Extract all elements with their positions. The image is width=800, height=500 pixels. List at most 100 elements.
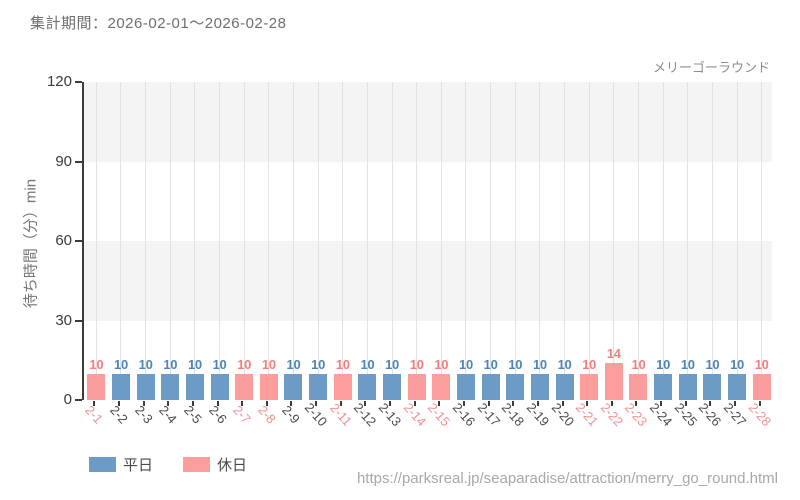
grid-line xyxy=(95,82,97,398)
x-tick-mark xyxy=(290,401,293,406)
grid-line xyxy=(613,82,615,398)
plot-band xyxy=(84,161,772,241)
x-tick-mark xyxy=(734,401,737,406)
x-tick-label: 2-28 xyxy=(745,399,774,430)
bar xyxy=(654,373,673,400)
bar xyxy=(235,373,254,400)
bar-value-label: 10 xyxy=(212,356,227,372)
bar-value-label: 10 xyxy=(680,356,695,372)
bar xyxy=(284,373,303,400)
grid-line xyxy=(440,82,442,398)
grid-line xyxy=(761,82,763,398)
bar-value-label: 10 xyxy=(163,356,178,372)
bar xyxy=(506,373,525,400)
bar-value-label: 10 xyxy=(311,356,326,372)
bar xyxy=(383,373,402,400)
bar-value-label: 10 xyxy=(434,356,449,372)
bar-value-label: 10 xyxy=(557,356,572,372)
bar xyxy=(358,373,377,400)
grid-line xyxy=(243,82,245,398)
y-tick-mark xyxy=(75,240,82,242)
bar-value-label: 10 xyxy=(237,356,252,372)
y-tick-mark xyxy=(75,81,82,83)
x-tick-mark xyxy=(462,401,465,406)
bar-value-label: 10 xyxy=(89,356,104,372)
bar-value-label: 10 xyxy=(261,356,276,372)
bar-value-label: 10 xyxy=(754,356,769,372)
grid-line xyxy=(539,82,541,398)
legend-label-holiday: 休日 xyxy=(217,457,248,474)
x-tick-mark xyxy=(216,401,219,406)
y-tick-mark xyxy=(75,160,82,163)
x-tick-mark xyxy=(191,401,194,406)
grid-line xyxy=(736,82,738,398)
x-tick-mark xyxy=(389,401,392,406)
bar xyxy=(481,373,500,400)
bar-value-label: 10 xyxy=(286,356,301,372)
x-tick-mark xyxy=(610,401,613,406)
x-tick-mark xyxy=(561,401,564,406)
x-tick-mark xyxy=(265,401,268,406)
grid-line xyxy=(194,82,196,398)
grid-line xyxy=(169,82,171,398)
bar-value-label: 10 xyxy=(385,356,399,372)
x-tick-mark xyxy=(487,401,490,406)
grid-line xyxy=(416,82,418,398)
plot-band xyxy=(84,82,772,162)
y-tick-label: 60 xyxy=(55,232,72,249)
bar-value-label: 10 xyxy=(483,356,498,372)
bar xyxy=(407,373,426,400)
x-tick-mark xyxy=(339,401,342,406)
grid-line xyxy=(637,82,639,398)
plot-area: 10 10 10 10 10 10 10 10 10 10 10 10 10 10 10 10 10 10 10 10… xyxy=(82,82,772,400)
bar xyxy=(111,373,130,400)
bar xyxy=(185,373,204,400)
y-tick-label: 30 xyxy=(55,311,72,329)
report-period-title: 集計期間：2026-02-01〜2026-02-28 xyxy=(30,15,287,32)
y-tick-mark xyxy=(75,319,82,322)
grid-line xyxy=(219,82,221,398)
legend-label-weekday: 平日 xyxy=(123,457,154,474)
x-tick-mark xyxy=(438,401,441,406)
x-tick-mark xyxy=(586,401,589,406)
grid-line xyxy=(588,82,590,398)
x-tick-mark xyxy=(241,401,244,406)
grid-line xyxy=(366,82,368,398)
x-tick-mark xyxy=(709,401,712,406)
x-tick-mark xyxy=(635,401,638,406)
grid-line xyxy=(317,82,319,398)
bar-value-label: 10 xyxy=(459,356,473,372)
y-tick-mark xyxy=(75,399,82,401)
y-tick-label: 90 xyxy=(55,152,72,170)
x-tick-mark xyxy=(315,401,318,406)
grid-line xyxy=(514,82,516,398)
bar-value-label: 10 xyxy=(730,356,744,372)
grid-line xyxy=(564,82,566,398)
bar xyxy=(210,373,229,400)
bar-value-label: 10 xyxy=(409,356,424,372)
legend-swatch-weekday xyxy=(89,457,116,472)
bar-value-label: 10 xyxy=(705,356,720,372)
x-tick-mark xyxy=(512,401,515,406)
bar xyxy=(555,373,574,400)
bar-value-label: 10 xyxy=(114,356,128,372)
x-tick-mark xyxy=(684,401,687,406)
x-tick-mark xyxy=(413,401,416,406)
bar-value-label: 10 xyxy=(187,356,202,372)
y-tick-label: 0 xyxy=(63,391,72,408)
x-tick-mark xyxy=(536,401,539,406)
grid-line xyxy=(490,82,492,398)
chart-title: メリーゴーラウンド xyxy=(652,60,770,75)
bar-value-label: 10 xyxy=(656,356,671,372)
grid-line xyxy=(342,82,344,398)
bar xyxy=(530,373,549,400)
bar xyxy=(580,373,599,400)
source-url: https://parksreal.jp/seaparadise/attract… xyxy=(356,470,778,487)
bar xyxy=(752,373,771,400)
legend: 平日 休日 xyxy=(89,454,247,475)
bar xyxy=(333,373,352,400)
bar xyxy=(678,373,697,400)
bar xyxy=(309,373,328,400)
grid-line xyxy=(391,82,393,398)
